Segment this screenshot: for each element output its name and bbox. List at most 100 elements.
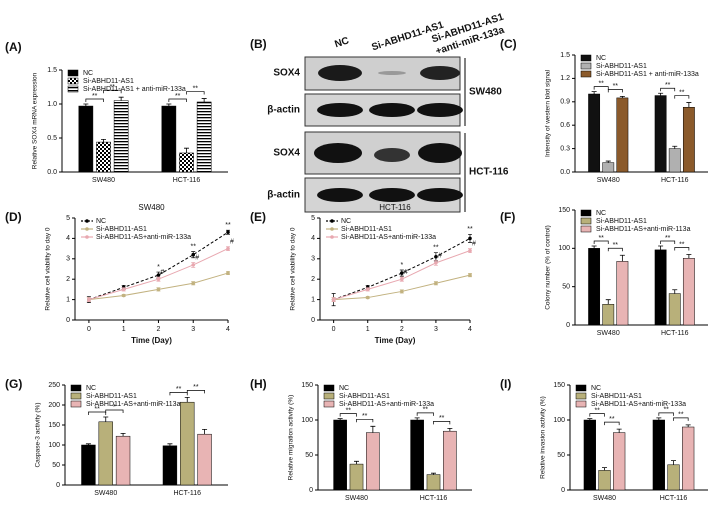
error-bar [672, 145, 678, 149]
y-tick-label: 1.0 [47, 101, 57, 108]
panel-label: (D) [5, 210, 22, 224]
bar [197, 433, 212, 486]
y-tick-label: 1 [311, 296, 315, 303]
legend-swatch [70, 392, 82, 400]
legend-label: NC [596, 210, 606, 217]
significance-label: ** [346, 407, 352, 414]
significance-label: # [230, 238, 234, 245]
legend-label: Si-ABHD11-AS1 [591, 393, 642, 400]
row-label: SOX4 [273, 148, 300, 159]
point [400, 271, 404, 275]
legend-label: Si-ABHD11-AS1 [86, 393, 137, 400]
lane-label: NC [333, 35, 350, 50]
legend-swatch [575, 400, 587, 408]
significance-bracket [416, 412, 434, 416]
y-tick-label: 0 [56, 482, 60, 489]
error-bar [370, 425, 376, 433]
legend-swatch [70, 400, 82, 408]
x-tick-label: 3 [191, 326, 195, 333]
legend-label: NC [96, 218, 106, 225]
legend-label: NC [83, 70, 93, 77]
significance-bracket [673, 417, 689, 421]
y-tick-label: 4 [311, 235, 315, 242]
y-axis-label: Colony number (% of control) [545, 225, 552, 310]
significance-label: ** [176, 386, 182, 393]
legend-label: NC [339, 385, 349, 392]
row-label: β-actin [267, 190, 300, 201]
bar [682, 258, 695, 326]
error-bar [686, 254, 692, 259]
point [468, 273, 472, 277]
x-tick-label: SW480 [92, 177, 115, 184]
significance-label: ** [439, 415, 445, 422]
significance-label: ** [193, 384, 199, 391]
legend-label: Si-ABHD11-AS+anti-miR-113a [86, 401, 181, 408]
y-tick-label: 1.2 [560, 75, 570, 82]
significance-bracket [168, 98, 187, 102]
y-tick-label: 150 [301, 382, 313, 389]
bar [652, 419, 665, 491]
bar [196, 101, 212, 173]
error-bar [101, 138, 106, 143]
bar [78, 105, 94, 173]
legend-swatch [67, 69, 79, 77]
y-tick-label: 100 [553, 417, 565, 424]
y-tick-label: 5 [311, 215, 315, 222]
x-tick-label: HCT-116 [420, 495, 448, 502]
y-tick-label: 3 [66, 256, 70, 263]
significance-bracket [593, 240, 609, 245]
bar [668, 148, 681, 173]
chart-title: SW480 [138, 203, 165, 212]
x-tick-label: HCT-116 [661, 330, 689, 337]
error-bar [337, 418, 343, 420]
bar [588, 93, 601, 173]
legend-swatch [580, 225, 592, 233]
x-tick-label: 1 [366, 326, 370, 333]
y-tick-label: 0.0 [47, 169, 57, 176]
bar [410, 419, 424, 491]
point [191, 252, 196, 257]
x-tick-label: SW480 [593, 495, 616, 502]
significance-bracket [186, 390, 205, 394]
legend-label: Si-ABHD11-AS1 + anti-miR-133a [596, 71, 699, 78]
legend-label: Si-ABHD11-AS1 [596, 218, 647, 225]
significance-bracket [607, 88, 623, 93]
significance-bracket [356, 418, 374, 423]
y-tick-label: 0.0 [560, 169, 570, 176]
error-bar [671, 460, 676, 465]
error-bar [184, 397, 190, 403]
legend-swatch [580, 217, 592, 225]
significance-label: ** [423, 407, 429, 414]
bar [96, 141, 111, 173]
significance-label: ** [663, 407, 669, 414]
bar [654, 249, 667, 326]
significance-label: ** [679, 241, 685, 248]
point [156, 277, 161, 282]
legend-swatch [67, 77, 79, 85]
y-tick-label: 100 [48, 442, 60, 449]
legend-swatch [330, 235, 334, 239]
significance-label: # [472, 240, 476, 247]
legend-swatch [580, 209, 592, 217]
bar [162, 445, 178, 486]
x-tick-label: HCT-116 [660, 495, 688, 502]
bar [180, 401, 195, 486]
significance-label: * [113, 404, 116, 411]
x-tick-label: HCT-116 [173, 177, 201, 184]
significance-bracket [433, 421, 451, 425]
band [418, 143, 462, 163]
significance-label: ** [598, 235, 604, 242]
legend-label: Si-ABHD11-AS1 [596, 63, 647, 70]
legend-swatch [67, 85, 79, 93]
significance-bracket [593, 86, 609, 90]
point [400, 277, 404, 282]
legend-swatch [330, 219, 334, 223]
bar [98, 421, 113, 486]
y-axis-label: Caspase-3 activity (%) [35, 402, 42, 467]
y-tick-label: 150 [553, 382, 565, 389]
legend-label: NC [596, 55, 606, 62]
error-bar [658, 92, 664, 96]
error-bar [605, 160, 611, 163]
bar [616, 97, 629, 173]
